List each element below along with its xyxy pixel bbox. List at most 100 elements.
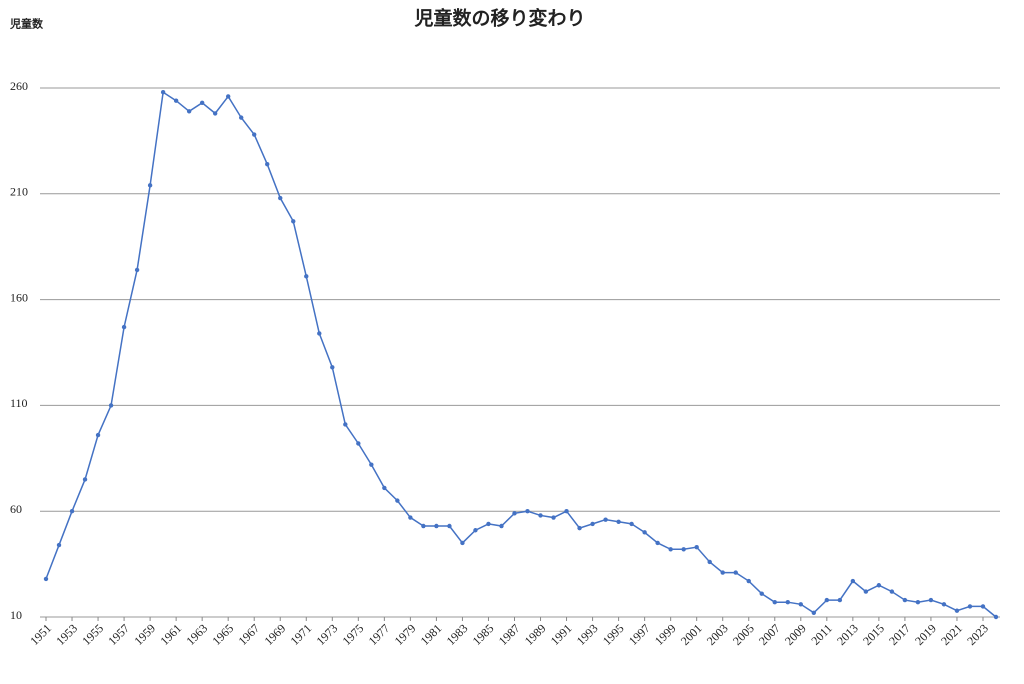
x-tick-label: 1993	[574, 621, 601, 648]
data-point	[824, 597, 830, 603]
data-point	[850, 578, 856, 584]
data-point	[564, 509, 569, 514]
x-tick-label: 1957	[105, 621, 132, 648]
y-axis-label: 児童数	[9, 17, 44, 31]
data-point	[173, 98, 179, 103]
data-point	[655, 540, 660, 546]
x-tick-label: 1987	[496, 621, 523, 648]
data-point	[863, 589, 869, 594]
data-point	[343, 422, 348, 427]
data-point	[356, 441, 361, 446]
x-tick-label: 1953	[53, 621, 80, 648]
data-point	[577, 525, 582, 531]
data-point	[967, 604, 973, 609]
y-tick-label: 160	[10, 290, 28, 304]
data-line	[45, 90, 997, 618]
y-tick-label: 110	[10, 396, 28, 410]
data-point	[447, 523, 452, 529]
data-point	[408, 515, 413, 520]
x-tick-label: 2023	[964, 621, 991, 648]
data-point	[278, 195, 283, 201]
data-point	[160, 90, 166, 95]
data-point	[69, 509, 75, 514]
data-point	[889, 589, 895, 594]
data-point	[186, 109, 192, 114]
data-point	[551, 515, 556, 520]
x-tick-label: 1963	[183, 621, 210, 648]
data-point	[720, 570, 725, 575]
data-point	[317, 331, 322, 336]
data-point	[642, 530, 647, 535]
data-point	[434, 523, 439, 529]
x-tick-label: 2015	[860, 621, 887, 648]
data-point	[82, 477, 88, 482]
x-tick-label: 2013	[834, 621, 861, 648]
data-point	[811, 610, 817, 615]
data-point	[395, 498, 400, 503]
x-tick-label: 1959	[131, 621, 158, 648]
data-point	[694, 544, 699, 550]
data-point	[460, 540, 465, 546]
x-tick-label: 1981	[418, 621, 445, 648]
data-point	[538, 513, 543, 518]
data-point	[512, 511, 517, 516]
data-point	[993, 614, 999, 620]
x-tick-label: 1989	[522, 621, 549, 648]
data-point	[121, 324, 127, 330]
data-point	[928, 597, 934, 603]
data-point	[980, 604, 986, 609]
x-tick-label: 2021	[938, 621, 965, 648]
x-tick-label: 1961	[157, 621, 184, 648]
data-point	[265, 161, 270, 167]
chart-title: 児童数の移り変わり	[413, 6, 585, 29]
data-point	[785, 599, 790, 605]
x-tick-label: 2007	[756, 621, 783, 648]
data-point	[902, 597, 908, 603]
data-point	[291, 219, 296, 224]
x-tick-label: 1969	[261, 621, 288, 648]
data-point	[225, 94, 231, 99]
data-point	[616, 519, 621, 524]
data-point	[837, 597, 843, 603]
x-tick-label: 2009	[782, 621, 809, 648]
data-point	[954, 608, 960, 613]
x-tick-label: 1983	[444, 621, 471, 648]
x-tick-label: 1997	[626, 621, 653, 648]
x-tick-label: 2011	[808, 621, 835, 648]
data-point	[941, 602, 947, 607]
data-point	[369, 462, 374, 467]
x-tick-label: 1999	[652, 621, 679, 648]
data-point	[759, 591, 764, 596]
y-tick-label: 10	[10, 608, 22, 622]
data-point	[134, 267, 140, 273]
data-point	[603, 517, 608, 522]
data-point	[212, 111, 218, 116]
data-point	[798, 602, 803, 607]
data-point	[915, 599, 921, 605]
x-tick-label: 2005	[730, 621, 757, 648]
data-point	[43, 576, 49, 582]
x-tick-label: 2003	[704, 621, 731, 648]
data-point	[239, 115, 244, 120]
x-tick-label: 1955	[79, 621, 106, 648]
data-point	[56, 542, 62, 548]
data-point	[707, 559, 712, 565]
x-tick-label: 1985	[470, 621, 497, 648]
data-point	[499, 523, 504, 529]
data-point	[733, 570, 738, 575]
data-point	[876, 583, 882, 588]
data-point	[746, 578, 751, 584]
x-tick-label: 1971	[287, 621, 314, 648]
data-point	[95, 432, 101, 438]
data-point	[252, 132, 257, 137]
x-tick-label: 1975	[340, 621, 367, 648]
x-tick-label: 1977	[366, 621, 393, 648]
x-tick-label: 1995	[600, 621, 627, 648]
data-point	[668, 547, 673, 552]
data-point	[681, 547, 686, 552]
x-tick-label: 2019	[912, 621, 939, 648]
data-point	[108, 403, 114, 408]
x-tick-label: 1991	[548, 621, 575, 648]
data-point	[590, 521, 595, 527]
